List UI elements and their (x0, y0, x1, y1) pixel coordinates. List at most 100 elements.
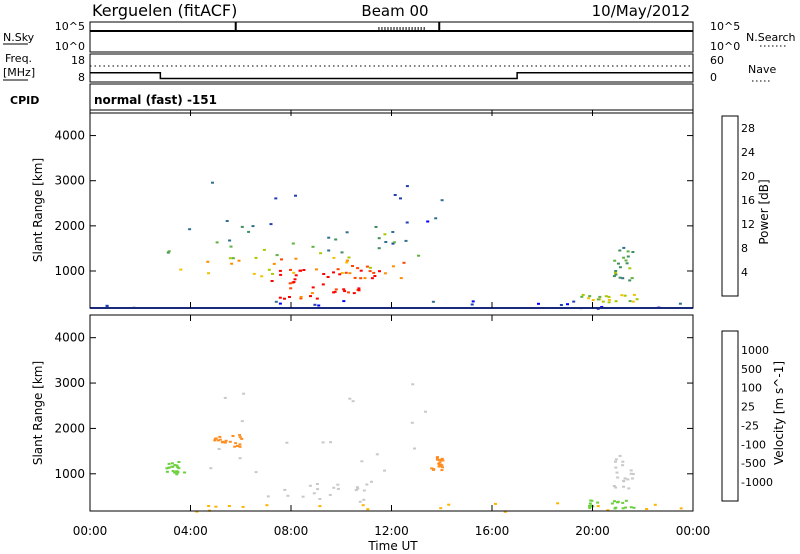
power-colorbar-tick-3: 16 (741, 194, 755, 207)
nsky-tick-high: 10^5 (55, 20, 85, 33)
freq-frame (89, 53, 694, 83)
date-title: 10/May/2012 (592, 2, 690, 20)
velocity-frame (89, 314, 694, 512)
power-cell (470, 303, 474, 306)
power-cell (607, 298, 611, 301)
velocity-cell (223, 441, 227, 444)
power-cell (345, 261, 349, 264)
power-cell (269, 223, 273, 226)
power-cell (310, 292, 314, 295)
beam-title: Beam 00 (361, 2, 428, 20)
velocity-ylabel: Slant Range [km] (31, 361, 45, 465)
velocity-cell (436, 456, 439, 459)
power-colorbar-tick-2: 12 (741, 218, 755, 231)
frequency-line (90, 72, 693, 80)
time-x-axis: 00:00 04:00 08:00 12:00 16:00 20:00 00:00 (73, 110, 710, 538)
x-tick-label-2: 08:00 (274, 524, 309, 538)
power-cell (229, 245, 233, 248)
power-cell (377, 237, 381, 240)
velocity-cell (590, 499, 594, 502)
velocity-cell (438, 461, 442, 464)
velocity-cell (170, 462, 174, 465)
velocity-cell (224, 439, 228, 442)
power-cell (260, 275, 264, 278)
velocity-colorbar-tick-1: 500 (741, 363, 762, 376)
velocity-cell (175, 473, 179, 476)
power-cell (628, 300, 632, 303)
power-cell (607, 301, 611, 304)
power-cell (374, 226, 378, 228)
power-cell (105, 305, 109, 308)
velocity-cell (301, 495, 305, 498)
power-cell (359, 277, 363, 280)
velocity-cell (383, 469, 386, 472)
velocity-cell (173, 471, 177, 474)
velocity-cell (622, 485, 625, 488)
power-cell (344, 271, 348, 274)
velocity-cell (362, 498, 366, 501)
velocity-cell (618, 454, 622, 457)
power-cell (322, 273, 326, 275)
power-cell (288, 296, 291, 298)
nsky-frame (89, 21, 694, 53)
power-cell (417, 254, 421, 257)
power-cell (283, 297, 286, 300)
power-cell (378, 270, 381, 273)
power-cell (393, 194, 397, 196)
power-cell (271, 272, 274, 275)
velocity-cell (410, 421, 414, 424)
velocity-cell (437, 462, 441, 465)
power-cell (614, 300, 618, 303)
velocity-cell (283, 488, 287, 491)
velocity-cell (171, 470, 175, 473)
power-cell (274, 300, 278, 303)
velocity-cell (329, 441, 333, 444)
power-cell (294, 194, 297, 197)
power-cell (292, 271, 296, 274)
velocity-cell (228, 440, 232, 443)
power-cell (272, 262, 276, 265)
velocity-cell (217, 448, 221, 450)
power-cell (240, 225, 244, 228)
power-cell (426, 220, 430, 223)
velocity-cell (679, 507, 683, 510)
power-cell (319, 252, 323, 255)
power-cell (620, 294, 624, 297)
velocity-cell (171, 465, 175, 468)
velocity-cell (631, 477, 634, 480)
power-cell (537, 302, 540, 305)
power-cell (566, 303, 569, 306)
power-ytick-label-2: 3000 (54, 174, 85, 188)
velocity-cell (622, 480, 626, 483)
power-cell (614, 273, 618, 276)
velocity-cell (240, 420, 244, 423)
power-cell (251, 225, 255, 228)
velocity-cell (218, 438, 222, 441)
velocity-cell (629, 469, 633, 472)
velocity-cell (216, 439, 220, 442)
power-cell (628, 279, 632, 282)
power-cell (228, 239, 232, 242)
power-cell (228, 257, 232, 260)
velocity-cell (621, 460, 625, 463)
power-cell (598, 295, 602, 298)
velocity-cell (218, 435, 222, 438)
power-colorbar-tick-4: 20 (741, 170, 755, 183)
power-colorbar-tick-1: 8 (741, 242, 748, 255)
power-cell (587, 297, 591, 300)
power-cell (352, 292, 356, 295)
velocity-cell (596, 501, 600, 504)
power-cell (604, 295, 608, 298)
velocity-cell (234, 442, 238, 445)
power-cell (206, 260, 210, 263)
power-cell (237, 259, 241, 262)
velocity-heatmap (165, 383, 683, 513)
power-cell (365, 265, 369, 268)
velocity-cell (227, 505, 231, 507)
velocity-cell (221, 440, 225, 443)
nsky-label: N.Sky (3, 31, 35, 44)
velocity-cell (612, 485, 616, 487)
velocity-cell (614, 486, 618, 489)
power-cell (347, 291, 350, 294)
